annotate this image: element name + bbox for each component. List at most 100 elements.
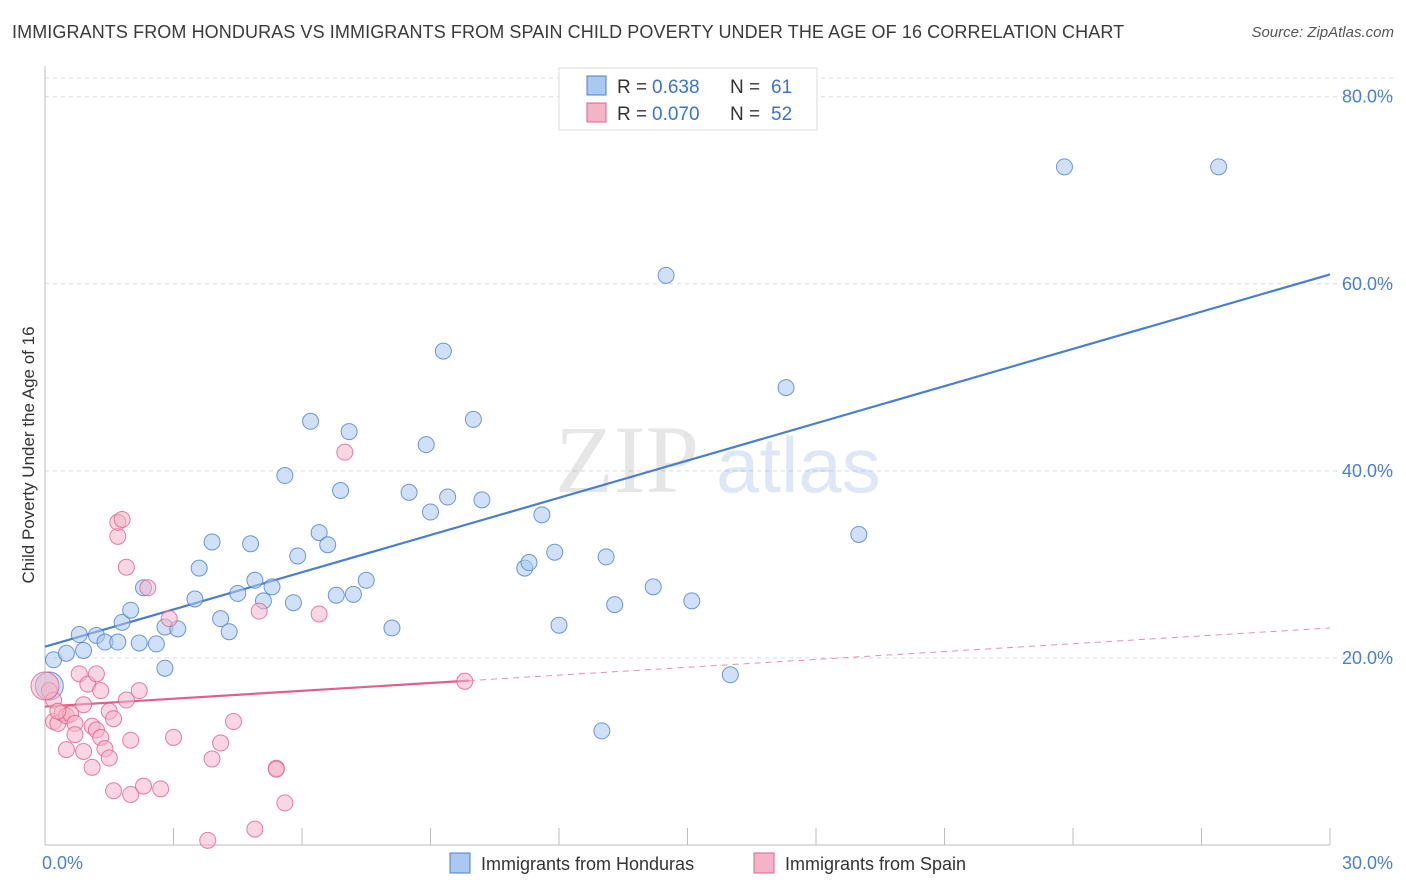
- point-spain: [75, 696, 93, 714]
- point-honduras: [246, 571, 264, 589]
- point-spain: [160, 610, 178, 628]
- point-honduras: [75, 641, 93, 659]
- point-spain: [57, 741, 75, 759]
- point-spain: [122, 731, 140, 749]
- point-honduras: [546, 543, 564, 561]
- point-honduras: [276, 467, 294, 485]
- point-spain: [310, 605, 328, 623]
- legend-swatch-honduras: [586, 75, 607, 96]
- point-honduras: [302, 412, 320, 430]
- point-honduras: [597, 548, 615, 566]
- point-honduras: [122, 601, 140, 619]
- point-spain: [135, 777, 153, 795]
- point-spain: [152, 780, 170, 798]
- legend-n-value-2: 52: [771, 104, 792, 125]
- point-honduras: [113, 613, 131, 631]
- point-spain: [250, 602, 268, 620]
- point-honduras: [310, 524, 328, 542]
- point-honduras: [644, 578, 662, 596]
- point-spain: [203, 750, 221, 768]
- point-honduras: [520, 554, 538, 572]
- point-spain: [75, 742, 93, 760]
- point-spain: [105, 710, 123, 728]
- legend-r-label-2: R =: [617, 104, 647, 125]
- point-honduras: [242, 535, 260, 553]
- y-tick-label: 80.0%: [1342, 87, 1393, 107]
- legend-n-value-1: 61: [771, 77, 792, 98]
- point-spain: [30, 671, 60, 701]
- legend-bottom: Immigrants from Honduras Immigrants from…: [449, 852, 966, 874]
- point-honduras: [212, 610, 230, 628]
- point-honduras: [777, 379, 795, 397]
- point-honduras: [417, 436, 435, 454]
- watermark: ZIP atlas: [555, 406, 881, 513]
- point-spain: [246, 820, 264, 838]
- point-honduras: [186, 590, 204, 608]
- gridlines: [45, 77, 1393, 659]
- point-honduras: [319, 536, 337, 554]
- point-honduras: [332, 481, 350, 499]
- y-axis-label: Child Poverty Under the Age of 16: [19, 326, 38, 583]
- bottom-legend-honduras: Immigrants from Honduras: [481, 854, 694, 874]
- point-honduras: [130, 634, 148, 652]
- point-honduras: [340, 423, 358, 441]
- point-spain: [113, 510, 131, 528]
- point-honduras: [606, 596, 624, 614]
- point-spain: [224, 713, 242, 731]
- point-honduras: [289, 547, 307, 565]
- point-spain: [336, 443, 354, 461]
- point-honduras: [147, 635, 165, 653]
- point-honduras: [683, 592, 701, 610]
- watermark-zip: ZIP: [555, 406, 699, 513]
- point-honduras: [850, 525, 868, 543]
- x-tick-label: 0.0%: [42, 853, 83, 873]
- point-honduras: [721, 666, 739, 684]
- point-spain: [105, 782, 123, 800]
- point-spain: [456, 672, 474, 690]
- point-honduras: [400, 483, 418, 501]
- point-honduras: [533, 506, 551, 524]
- y-tick-label: 40.0%: [1342, 461, 1393, 481]
- point-honduras: [57, 644, 75, 662]
- bottom-legend-swatch-spain: [753, 852, 775, 874]
- point-spain: [212, 734, 230, 752]
- point-spain: [117, 691, 135, 709]
- watermark-atlas: atlas: [716, 421, 881, 509]
- legend-r-value-2: 0.070: [652, 104, 700, 125]
- legend-n-label-2: N =: [730, 104, 760, 125]
- point-honduras: [1055, 158, 1073, 176]
- legend-r-label-1: R =: [617, 77, 647, 98]
- point-spain: [87, 665, 105, 683]
- point-honduras: [229, 584, 247, 602]
- chart-title: IMMIGRANTS FROM HONDURAS VS IMMIGRANTS F…: [12, 22, 1125, 42]
- point-honduras: [657, 266, 675, 284]
- point-honduras: [550, 616, 568, 634]
- source-label: Source: ZipAtlas.com: [1251, 24, 1394, 41]
- point-spain: [49, 702, 67, 720]
- point-honduras: [1210, 158, 1228, 176]
- bottom-legend-swatch-honduras: [449, 852, 471, 874]
- y-tick-label: 60.0%: [1342, 274, 1393, 294]
- point-honduras: [109, 633, 127, 651]
- point-honduras: [263, 578, 281, 596]
- point-honduras: [434, 342, 452, 360]
- point-spain: [83, 758, 101, 776]
- point-spain: [130, 682, 148, 700]
- point-spain: [267, 760, 285, 778]
- legend-swatch-spain: [586, 102, 607, 123]
- point-honduras: [284, 594, 302, 612]
- legend-top: R = 0.638 N = 61 R = 0.070 N = 52: [558, 67, 818, 131]
- point-honduras: [156, 659, 174, 677]
- point-spain: [66, 726, 84, 744]
- point-spain: [122, 785, 140, 803]
- point-honduras: [357, 571, 375, 589]
- legend-r-value-1: 0.638: [652, 77, 700, 98]
- axes: [44, 66, 1331, 846]
- trend-line-spain: [44, 679, 470, 708]
- point-honduras: [327, 586, 345, 604]
- tick-labels: 20.0% 40.0% 60.0% 80.0% 0.0% 30.0%: [42, 87, 1393, 873]
- point-honduras: [383, 619, 401, 637]
- point-spain: [199, 831, 217, 849]
- x-tick-label: 30.0%: [1342, 853, 1393, 873]
- point-honduras: [190, 559, 208, 577]
